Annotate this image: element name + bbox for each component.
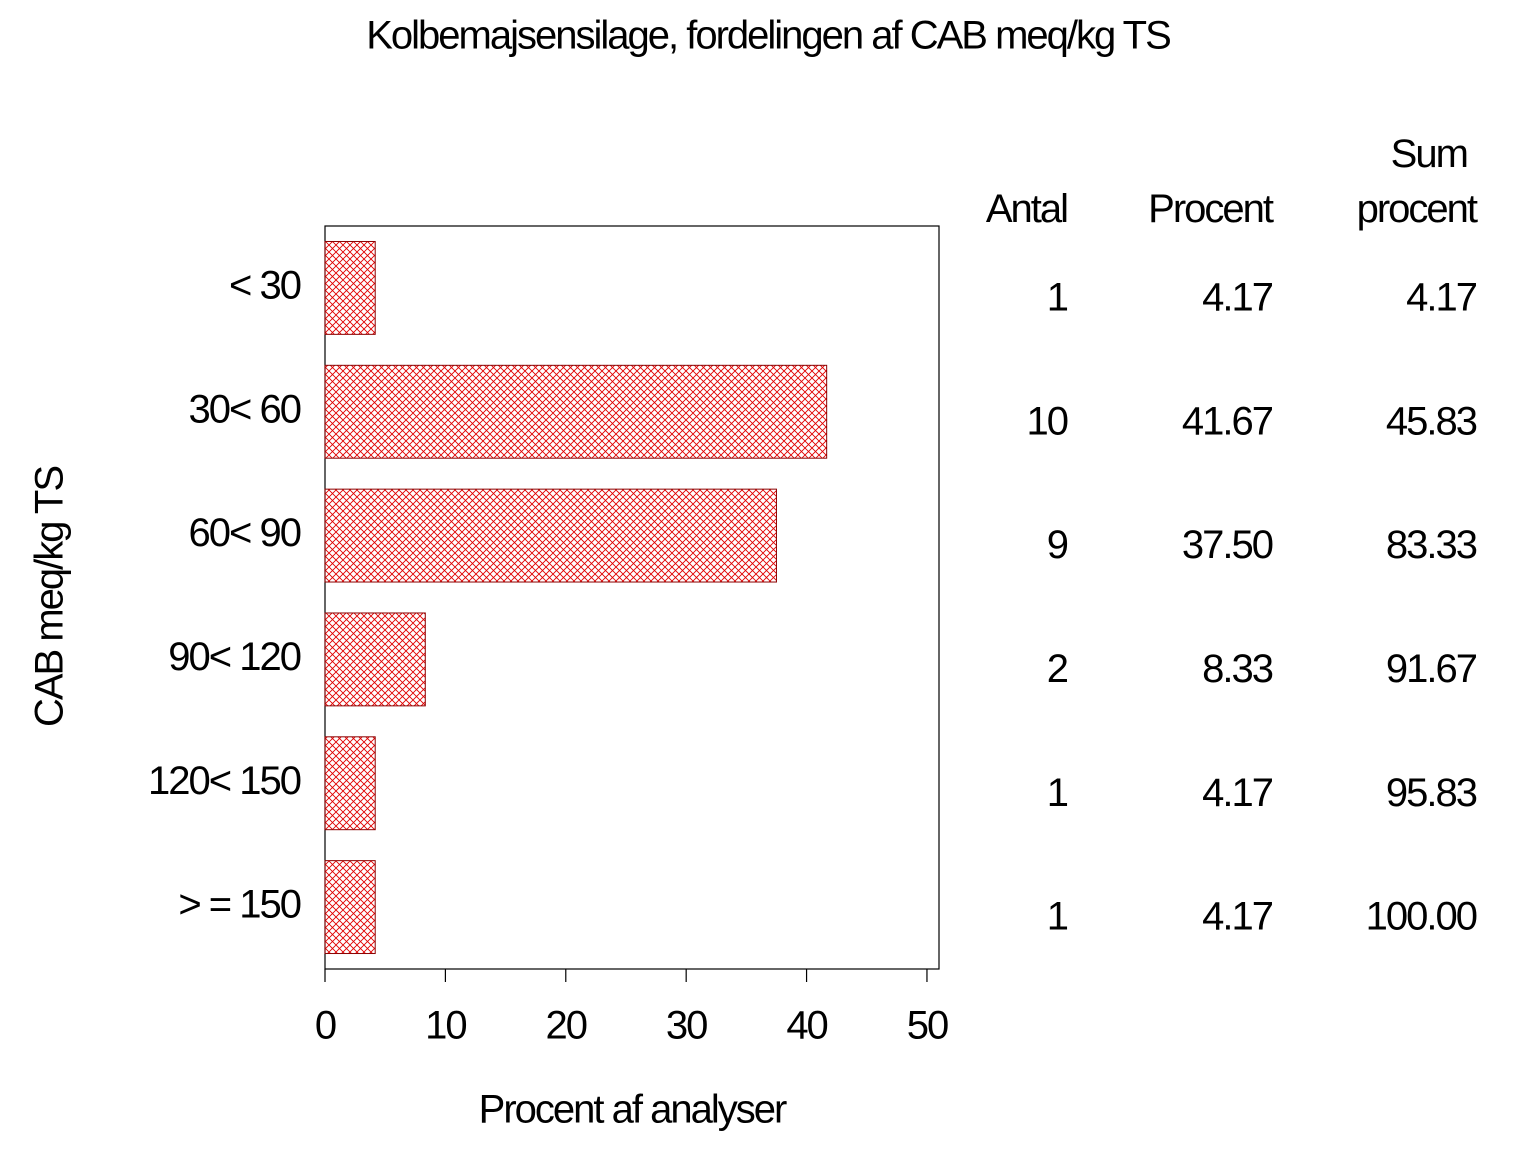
- y-tick-label: 60< 90: [189, 511, 301, 555]
- table-cumulative: 95.83: [1386, 771, 1477, 815]
- table-count: 9: [1047, 523, 1068, 567]
- table-percent: 4.17: [1202, 771, 1273, 815]
- table-percent: 4.17: [1202, 895, 1273, 939]
- x-tick-label: 20: [546, 1004, 587, 1048]
- table-percent: 41.67: [1182, 399, 1273, 443]
- table-header: Procent: [1148, 187, 1274, 231]
- table-cumulative: 4.17: [1406, 275, 1477, 319]
- y-tick-label: 30< 60: [189, 387, 301, 431]
- table-percent: 37.50: [1182, 523, 1273, 567]
- bar: [324, 488, 777, 583]
- x-tick-label: 40: [786, 1004, 827, 1048]
- table-count: 2: [1047, 647, 1068, 691]
- x-tick-label: 10: [425, 1004, 466, 1048]
- y-tick-label: 90< 120: [168, 635, 300, 679]
- y-tick-label: > = 150: [178, 883, 300, 927]
- x-axis-label: Procent af analyser: [479, 1088, 787, 1132]
- y-tick-label: 120< 150: [148, 759, 301, 803]
- bar: [324, 736, 376, 831]
- table-header: Antal: [986, 187, 1067, 231]
- plot-frame: [324, 225, 940, 970]
- bar: [324, 240, 376, 335]
- table-header: Sum procent: [1357, 132, 1478, 231]
- table-count: 1: [1047, 771, 1068, 815]
- table-percent: 4.17: [1202, 275, 1273, 319]
- y-tick-label: < 30: [229, 263, 301, 307]
- chart-title: Kolbemajsensilage, fordelingen af CAB me…: [366, 14, 1170, 58]
- table-percent: 8.33: [1202, 647, 1273, 691]
- y-axis-label: CAB meq/kg TS: [28, 467, 72, 727]
- x-tick-label: 30: [666, 1004, 707, 1048]
- bar: [324, 860, 376, 955]
- bar: [324, 612, 426, 707]
- table-cumulative: 91.67: [1386, 647, 1477, 691]
- x-tick-label: 0: [315, 1004, 336, 1048]
- table-cumulative: 45.83: [1386, 399, 1477, 443]
- table-cumulative: 100.00: [1366, 895, 1477, 939]
- bar: [324, 364, 828, 459]
- table-count: 10: [1027, 399, 1068, 443]
- table-count: 1: [1047, 275, 1068, 319]
- x-tick-label: 50: [907, 1004, 948, 1048]
- table-count: 1: [1047, 895, 1068, 939]
- table-cumulative: 83.33: [1386, 523, 1477, 567]
